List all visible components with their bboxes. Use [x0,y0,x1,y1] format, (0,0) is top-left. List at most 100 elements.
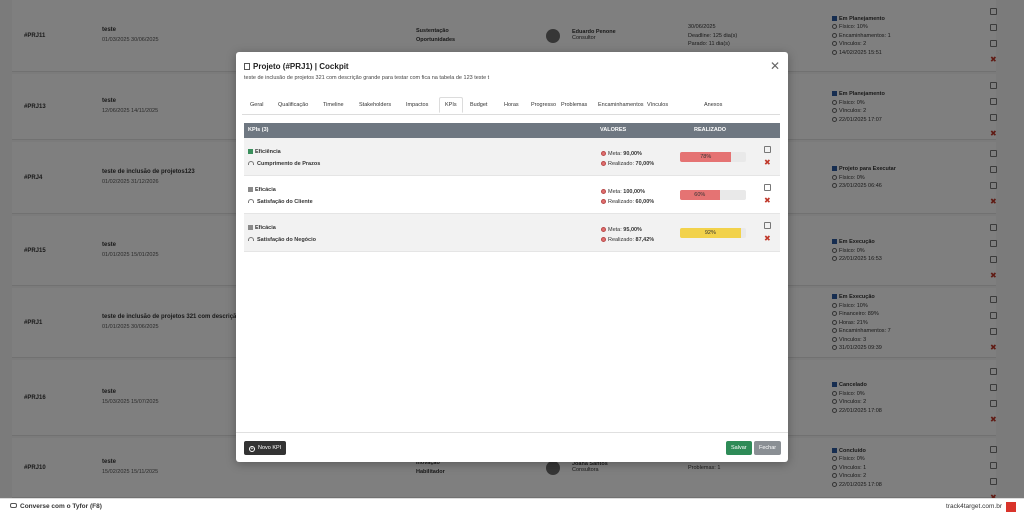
cockpit-modal: Projeto (#PRJ1) | Cockpit teste de inclu… [236,52,788,462]
kpi-progress-bar: 78% [680,152,746,162]
kpi-values: Meta: 95,00% Realizado: 87,42% [601,225,654,245]
kpi-progress-fill [680,190,720,200]
delete-icon[interactable]: ✖ [764,196,771,205]
kpi-meta: Meta: 90,00% [601,149,654,159]
tab-budget[interactable]: Budget [470,102,488,108]
kpi-meta-label: Meta: [608,227,624,233]
kpi-name: Satisfação do Cliente [248,199,313,205]
kpi-type-label: Eficiência [255,149,281,155]
tab-vinculos[interactable]: Vínculos [647,102,669,108]
target-icon [601,227,606,232]
kpi-type: Eficiência [248,149,281,155]
tab-anexos[interactable]: Anexos [704,102,723,108]
gauge-icon [248,161,254,165]
tab-impactos[interactable]: Impactos [406,102,429,108]
kpi-progress-bar: 92% [680,228,746,238]
kpi-realizado-value: 87,42% [635,237,655,243]
header-kpis: KPIs (3) [248,127,269,133]
kpi-name-label: Satisfação do Cliente [257,199,313,205]
tab-progresso[interactable]: Progresso [531,102,557,108]
kpi-progress-label: 92% [704,230,716,236]
kpi-realizado-label: Realizado: [608,199,636,205]
kpi-meta-value: 95,00% [623,227,642,233]
kpi-meta-value: 90,00% [623,151,642,157]
tab-stakeholders[interactable]: Stakeholders [359,102,392,108]
kpi-table: KPIs (3) VALORES REALIZADO Eficiência Cum… [244,123,780,252]
kpi-realizado-label: Realizado: [608,161,636,167]
delete-icon[interactable]: ✖ [764,158,771,167]
kpi-table-header: KPIs (3) VALORES REALIZADO [244,123,780,138]
chat-icon [10,503,17,508]
tab-encaminhamentos[interactable]: Encaminhamentos [598,102,644,108]
kpi-meta-value: 100,00% [623,189,646,195]
brand-text: track4target.com.br [946,503,1002,510]
kpi-type-label: Eficácia [255,225,276,231]
edit-icon[interactable] [764,222,771,229]
footer-bar: Converse com o Tyfor (F8) track4target.c… [0,498,1024,515]
kpi-row: Eficiência Cumprimento de Prazos Meta: 90,… [244,138,780,176]
delete-icon[interactable]: ✖ [764,234,771,243]
kpi-realizado: Realizado: 60,00% [601,197,654,207]
kpi-meta: Meta: 95,00% [601,225,654,235]
close-icon[interactable]: ✕ [769,59,780,73]
kpi-realizado-value: 70,00% [635,161,655,167]
target-icon [601,189,606,194]
tab-kpis[interactable]: KPIs [439,97,463,113]
kpi-row: Eficácia Satisfação do Negócio Meta: 95,00… [244,214,780,252]
kpi-realizado: Realizado: 87,42% [601,235,654,245]
kpi-meta: Meta: 100,00% [601,187,654,197]
kpi-meta-label: Meta: [608,189,624,195]
kpi-realizado-label: Realizado: [608,237,636,243]
close-button[interactable]: Fechar [754,441,782,455]
kpi-values: Meta: 90,00% Realizado: 70,00% [601,149,654,169]
kpi-name-label: Cumprimento de Prazos [257,161,321,167]
tab-qualificacao[interactable]: Qualificação [278,102,309,108]
kpi-realizado: Realizado: 70,00% [601,159,654,169]
document-icon [244,63,250,70]
tab-bar: Geral Qualificação Timeline Stakeholders Imp… [242,97,780,115]
kpi-name: Cumprimento de Prazos [248,161,320,167]
target-icon [601,151,606,156]
gauge-icon [248,237,254,241]
tab-timeline[interactable]: Timeline [323,102,344,108]
modal-subtitle: teste de inclusão de projetos 321 com de… [244,75,490,81]
kpi-type: Eficácia [248,187,276,193]
kpi-realizado-value: 60,00% [635,199,655,205]
kpi-type-icon [248,149,253,155]
header-valores: VALORES [600,127,627,133]
chat-label: Converse com o Tyfor (F8) [20,503,102,510]
kpi-type: Eficácia [248,225,276,231]
kpi-name: Satisfação do Negócio [248,237,316,243]
tab-horas[interactable]: Horas [504,102,519,108]
kpi-rows: Eficiência Cumprimento de Prazos Meta: 90,… [244,138,780,252]
chat-assistant-link[interactable]: Converse com o Tyfor (F8) [10,503,102,510]
target-icon [601,199,606,204]
kpi-type-icon [248,187,253,193]
target-icon [601,161,606,166]
target-icon [601,237,606,242]
plus-icon: + [249,446,255,452]
new-kpi-label: Novo KPI [258,445,282,451]
gauge-icon [248,199,254,203]
kpi-row: Eficácia Satisfação do Cliente Meta: 100,0… [244,176,780,214]
header-realizado: REALIZADO [694,127,727,133]
modal-title-text: Projeto (#PRJ1) | Cockpit [253,62,349,71]
tab-problemas[interactable]: Problemas [561,102,588,108]
kpi-values: Meta: 100,00% Realizado: 60,00% [601,187,654,207]
kpi-name-label: Satisfação do Negócio [257,237,316,243]
save-button[interactable]: Salvar [726,441,752,455]
kpi-meta-label: Meta: [608,151,624,157]
new-kpi-button[interactable]: + Novo KPI [244,441,287,455]
tab-geral[interactable]: Geral [250,102,264,108]
modal-footer: + Novo KPI Salvar Fechar [236,432,788,462]
modal-title: Projeto (#PRJ1) | Cockpit [244,62,349,71]
brand-logo-icon [1006,502,1016,512]
edit-icon[interactable] [764,146,771,153]
kpi-progress-fill [680,152,732,162]
kpi-progress-label: 60% [694,192,706,198]
kpi-progress-label: 78% [700,154,712,160]
edit-icon[interactable] [764,184,771,191]
kpi-progress-fill [680,228,741,238]
kpi-type-icon [248,225,253,231]
kpi-progress-bar: 60% [680,190,746,200]
